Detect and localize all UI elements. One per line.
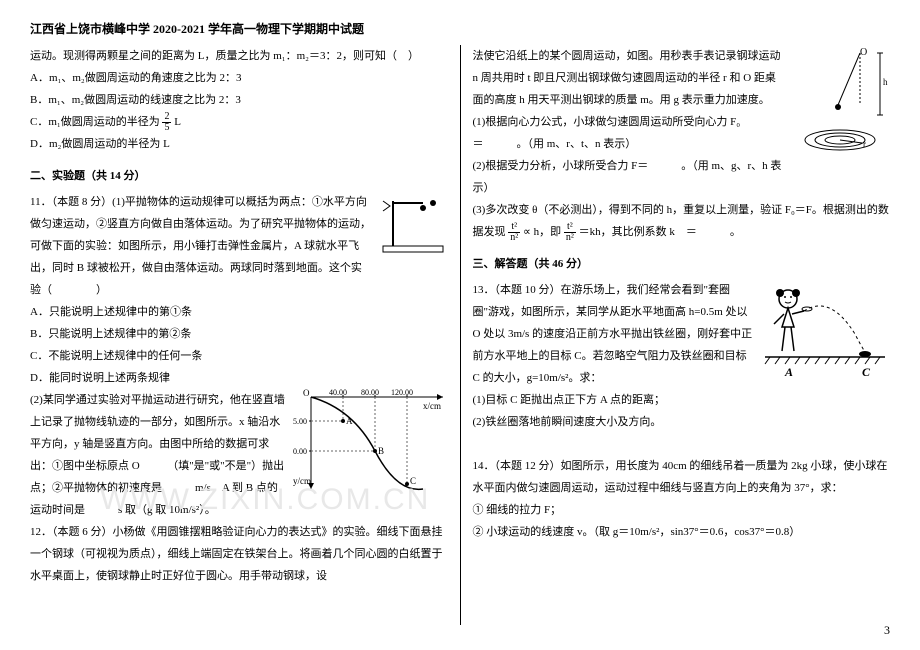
q10-intro: 运动。现测得两颗星之间的距离为 L，质量之比为 m₁：m₂＝3：2，则可知（ ）	[30, 45, 448, 67]
pendulum-figure: O h r	[790, 45, 890, 168]
q13b: (2)铁丝圈落地前瞬间速度大小及方向。	[473, 411, 891, 433]
q11-opt-c: C．不能说明上述规律中的任何一条	[30, 345, 448, 367]
q10-opt-c: C．m₁做圆周运动的半径为 25 L	[30, 111, 448, 133]
q11-opt-d: D．能同时说明上述两条规律	[30, 367, 448, 389]
svg-text:25.00: 25.00	[293, 417, 307, 426]
svg-text:r: r	[863, 139, 866, 149]
svg-text:40.00: 40.00	[329, 389, 347, 397]
q14b: ② 小球运动的线速度 v。（取 g＝10m/s²，sin37°＝0.6，cos3…	[473, 521, 891, 543]
svg-text:B: B	[378, 446, 384, 456]
left-column: 运动。现测得两颗星之间的距离为 L，质量之比为 m₁：m₂＝3：2，则可知（ ）…	[30, 45, 460, 625]
svg-text:O: O	[303, 389, 310, 398]
svg-text:80.00: 80.00	[361, 389, 379, 397]
girl-figure: A C	[760, 279, 890, 392]
x-axis-label: x/cm	[423, 401, 441, 411]
q13a: (1)目标 C 距抛出点正下方 A 点的距离；	[473, 389, 891, 411]
q14a: ① 细线的拉力 F；	[473, 499, 891, 521]
svg-text:h: h	[883, 77, 888, 87]
q11-opt-b: B．只能说明上述规律中的第②条	[30, 323, 448, 345]
exam-header: 江西省上饶市横峰中学 2020-2021 学年高一物理下学期期中试题	[30, 20, 890, 37]
svg-text:60.00: 60.00	[293, 447, 307, 456]
r4: (3)多次改变 θ（不必测出），得到不同的 h，重复以上测量，验证 F₀＝F。根…	[473, 199, 891, 243]
svg-text:A: A	[346, 416, 353, 426]
right-column: O h r 法使它沿纸上的某个圆周运动，如图。用秒表手表记录钢球运动 n 周共用…	[460, 45, 891, 625]
svg-text:C: C	[862, 365, 871, 379]
content-columns: 运动。现测得两颗星之间的距离为 L，质量之比为 m₁：m₂＝3：2，则可知（ ）…	[30, 45, 890, 625]
q10-opt-d: D．m₂做圆周运动的半径为 L	[30, 133, 448, 155]
y-axis-label: y/cm	[293, 476, 311, 486]
section-3-title: 三、解答题（共 46 分）	[473, 253, 891, 275]
svg-text:O: O	[860, 47, 867, 58]
svg-text:120.00: 120.00	[391, 389, 413, 397]
q12: 12．（本题 6 分）小杨做《用圆锥摆粗略验证向心力的表达式》的实验。细线下面悬…	[30, 521, 448, 587]
page-number: 3	[884, 623, 890, 638]
section-2-title: 二、实验题（共 14 分）	[30, 165, 448, 187]
q10-opt-b: B．m₁、m₂做圆周运动的线速度之比为 2：3	[30, 89, 448, 111]
q11-opt-a: A．只能说明上述规律中的第①条	[30, 301, 448, 323]
q14: 14．（本题 12 分）如图所示，用长度为 40cm 的细线吊着一质量为 2kg…	[473, 455, 891, 499]
experiment-figure	[378, 191, 448, 269]
q10-opt-a: A．m₁、m₂做圆周运动的角速度之比为 2：3	[30, 67, 448, 89]
svg-text:A: A	[784, 365, 793, 379]
trajectory-chart: x/cm y/cm O 40.00 80.00 120.00 25.00 60.…	[293, 389, 448, 507]
svg-text:C: C	[410, 476, 416, 486]
